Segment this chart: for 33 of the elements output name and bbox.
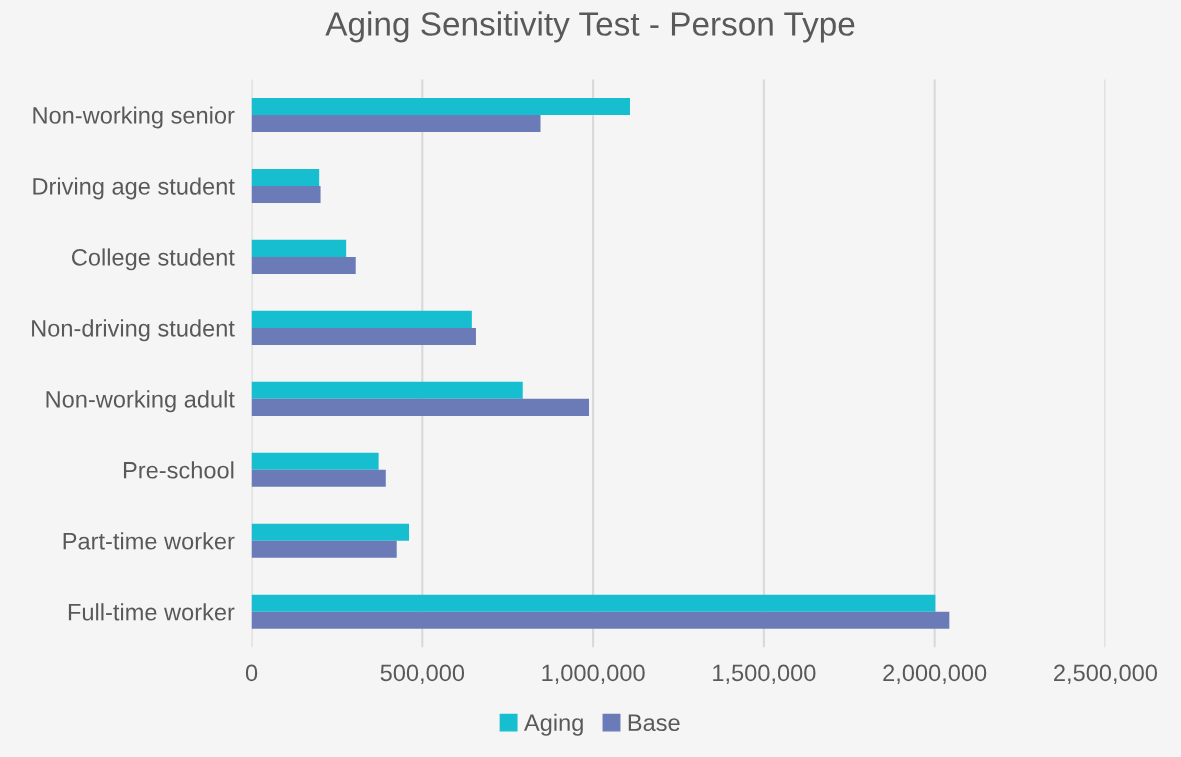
bar — [251, 611, 950, 629]
bar — [251, 256, 356, 274]
bar — [251, 398, 589, 416]
y-tick-label: Driving age student — [33, 177, 235, 200]
x-tick-label: 500,000 — [380, 664, 465, 685]
bar — [251, 114, 541, 132]
bar — [251, 168, 320, 186]
bar — [251, 381, 523, 399]
bar — [251, 97, 630, 115]
x-tick-label: 0 — [245, 664, 258, 682]
x-tick-label: 2,000,000 — [883, 664, 987, 685]
bar — [251, 594, 936, 612]
y-tick-label: Part-time worker — [63, 532, 235, 550]
legend-label: Base — [628, 714, 680, 732]
y-tick-label: Full-time worker — [68, 603, 235, 621]
bar — [251, 452, 379, 470]
bar — [251, 469, 386, 487]
bar — [251, 540, 397, 558]
y-tick-label: Non-working adult — [46, 390, 235, 413]
legend-label: Aging — [524, 713, 583, 736]
x-tick-label: 1,000,000 — [542, 664, 645, 685]
x-tick-label: 1,500,000 — [713, 664, 816, 685]
y-tick-label: College student — [72, 248, 235, 271]
bar — [251, 523, 410, 541]
bar — [251, 310, 472, 328]
y-tick-label: Pre-school — [123, 461, 234, 479]
x-tick-label: 2,500,000 — [1054, 664, 1158, 685]
bar — [251, 327, 476, 345]
y-tick-label: Non-driving student — [32, 319, 235, 342]
bar — [251, 239, 347, 257]
y-tick-label: Non-working senior — [33, 106, 235, 129]
bar — [251, 185, 321, 203]
chart-title: Aging Sensitivity Test - Person Type — [325, 11, 855, 43]
